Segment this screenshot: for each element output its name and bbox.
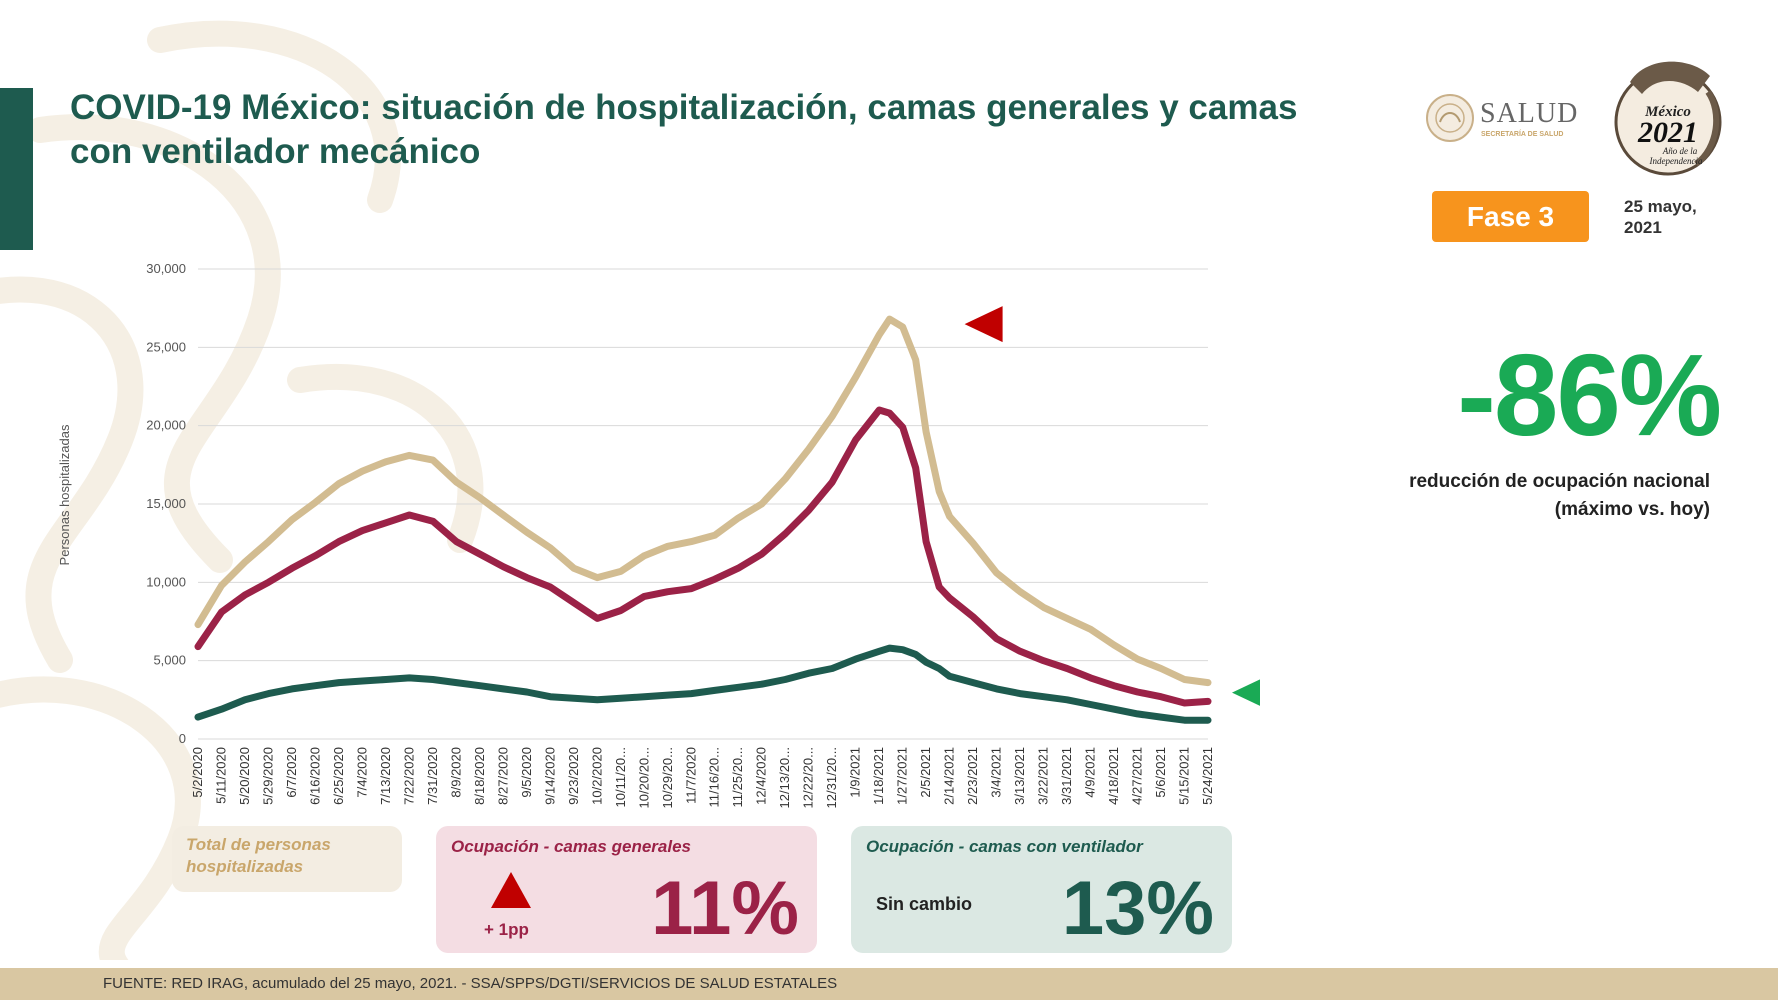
x-tick-label: 6/25/2020: [331, 747, 346, 805]
x-tick-label: 12/4/2020: [754, 747, 769, 805]
x-tick-label: 8/18/2020: [472, 747, 487, 805]
reduction-value: -86%: [1457, 330, 1722, 460]
x-tick-label: 8/9/2020: [448, 747, 463, 798]
y-tick-label: 25,000: [146, 339, 186, 354]
report-date-line1: 25 mayo,: [1624, 197, 1697, 216]
reduction-caption-line2: (máximo vs. hoy): [1554, 499, 1710, 520]
x-tick-label: 5/29/2020: [260, 747, 275, 805]
ventilator-beds-line: [194, 644, 1212, 724]
x-tick-label: 6/7/2020: [284, 747, 299, 798]
source-note: FUENTE: RED IRAG, acumulado del 25 mayo,…: [103, 975, 838, 992]
mexico-2021-logo: México 2021 Año de la Independencia: [1614, 61, 1722, 176]
total-hospitalized-line: [194, 315, 1212, 687]
y-tick-label: 5,000: [153, 653, 186, 668]
x-tick-label: 4/18/2021: [1106, 747, 1121, 805]
x-tick-label: 12/13/20...: [777, 747, 792, 808]
x-tick-label: 10/2/2020: [589, 747, 604, 805]
x-tick-label: 10/29/20...: [660, 747, 675, 808]
x-tick-label: 2/14/2021: [942, 747, 957, 805]
total-hospitalized-card: Total de personas hospitalizadas: [172, 826, 402, 892]
x-tick-label: 4/9/2021: [1083, 747, 1098, 798]
x-tick-label: 5/24/2021: [1200, 747, 1215, 805]
x-tick-label: 5/20/2020: [237, 747, 252, 805]
ventilator-beds-change: Sin cambio: [876, 894, 973, 914]
ventilator-beds-pct: 13%: [1061, 866, 1214, 951]
x-tick-label: 5/6/2021: [1153, 747, 1168, 798]
y-tick-label: 20,000: [146, 418, 186, 433]
salud-logo: SALUD SECRETARÍA DE SALUD: [1426, 94, 1578, 142]
x-tick-label: 9/5/2020: [519, 747, 534, 798]
general-beds-change: + 1pp: [484, 920, 529, 939]
hospitalization-chart: 0 5,000 10,000 15,000 20,000 25,000 30,000 5/2…: [57, 261, 1260, 808]
x-tick-label: 11/16/20...: [707, 747, 722, 807]
logo-year-sub1: Año de la: [1662, 146, 1698, 156]
report-date-line2: 2021: [1624, 218, 1662, 237]
x-tick-label: 2/23/2021: [965, 747, 980, 805]
salud-subtitle: SECRETARÍA DE SALUD: [1481, 129, 1563, 138]
x-tick-label: 5/2/2020: [190, 747, 205, 798]
x-tick-label: 12/22/20...: [801, 747, 816, 808]
x-tick-label: 1/18/2021: [871, 747, 886, 805]
y-tick-label: 10,000: [146, 574, 186, 589]
serpent-head-icon: [1630, 61, 1710, 94]
general-beds-line: [194, 406, 1212, 707]
accent-bar: [0, 88, 33, 250]
x-tick-label: 7/13/2020: [378, 747, 393, 805]
x-tick-label: 3/4/2021: [989, 747, 1004, 798]
x-tick-label: 7/22/2020: [401, 747, 416, 805]
x-tick-label: 11/25/20...: [730, 747, 745, 807]
ventilator-beds-card: Ocupación - camas con ventilador Sin cam…: [851, 826, 1232, 953]
general-beds-card: Ocupación - camas generales + 1pp 11%: [436, 826, 817, 953]
x-tick-label: 10/11/20...: [613, 747, 628, 807]
triangle-up-icon: [491, 872, 531, 908]
x-tick-label: 10/20/20...: [636, 747, 651, 808]
x-tick-label: 12/31/20...: [824, 747, 839, 808]
peak-marker-icon: [964, 306, 1003, 343]
reduction-caption-line1: reducción de ocupación nacional: [1409, 471, 1710, 492]
x-tick-label: 5/15/2021: [1177, 747, 1192, 805]
logo-year-text: 2021: [1637, 116, 1698, 149]
current-marker-icon: [1232, 679, 1260, 706]
y-tick-label: 30,000: [146, 261, 186, 276]
logo-mexico-text: México: [1644, 104, 1691, 120]
x-tick-label: 8/27/2020: [495, 747, 510, 805]
x-tick-label: 3/31/2021: [1059, 747, 1074, 805]
salud-seal-icon: [1426, 94, 1474, 142]
x-tick-label: 11/7/2020: [683, 747, 698, 804]
salud-text: SALUD: [1480, 98, 1578, 129]
general-beds-title: Ocupación - camas generales: [451, 837, 691, 856]
x-tick-label: 7/4/2020: [354, 747, 369, 798]
x-tick-label: 6/16/2020: [307, 747, 322, 805]
logo-year-sub2: Independencia: [1649, 156, 1703, 166]
total-hospitalized-title: Total de personas hospitalizadas: [186, 835, 331, 876]
x-tick-label: 1/27/2021: [895, 747, 910, 805]
x-tick-label: 9/14/2020: [542, 747, 557, 805]
footer-bar: FUENTE: RED IRAG, acumulado del 25 mayo,…: [0, 968, 1778, 1000]
y-tick-label: 0: [179, 731, 186, 746]
ventilator-beds-title: Ocupación - camas con ventilador: [866, 837, 1143, 856]
x-tick-label: 2/5/2021: [918, 747, 933, 798]
x-tick-label: 3/13/2021: [1012, 747, 1027, 805]
report-date: 25 mayo, 2021: [1624, 196, 1734, 238]
y-axis-label: Personas hospitalizadas: [57, 424, 72, 565]
reduction-caption: reducción de ocupación nacional (máximo …: [1380, 468, 1710, 524]
x-tick-label: 4/27/2021: [1130, 747, 1145, 805]
general-beds-pct: 11%: [651, 866, 799, 951]
page-title: COVID-19 México: situación de hospitaliz…: [70, 88, 1298, 171]
x-tick-label: 7/31/2020: [425, 747, 440, 805]
x-tick-label: 1/9/2021: [848, 747, 863, 798]
phase-badge: Fase 3: [1432, 191, 1589, 242]
x-tick-label: 5/11/2020: [213, 747, 228, 804]
x-tick-label: 3/22/2021: [1036, 747, 1051, 805]
x-tick-label: 9/23/2020: [566, 747, 581, 805]
y-tick-label: 15,000: [146, 496, 186, 511]
